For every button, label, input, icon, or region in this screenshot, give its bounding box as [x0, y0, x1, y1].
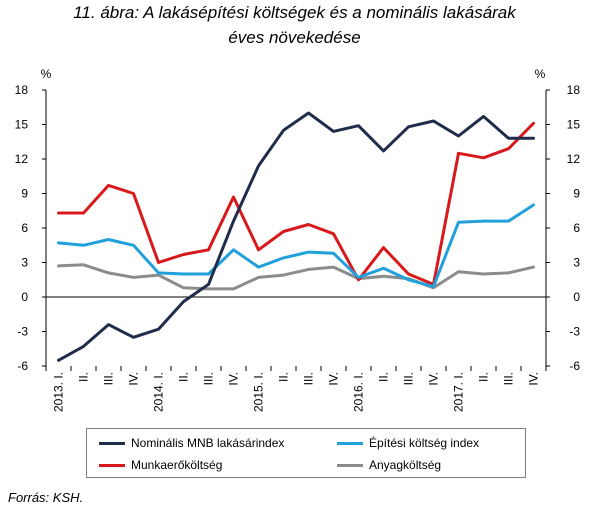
x-tick-label: IV. — [427, 372, 441, 386]
x-tick-label: IV. — [227, 372, 241, 386]
legend-label: Anyagköltség — [369, 458, 442, 472]
y-tick-label-right: 15 — [567, 118, 581, 132]
y-tick-label-right: 0 — [573, 290, 580, 304]
legend-label: Munkaerőköltség — [131, 458, 223, 472]
series-line-2 — [57, 121, 535, 286]
y-tick-label-left: 6 — [21, 221, 28, 235]
source-note: Forrás: KSH. — [8, 490, 84, 505]
x-tick-label: II. — [177, 372, 191, 382]
y-tick-label-right: 3 — [573, 256, 580, 270]
series-line-0 — [57, 111, 535, 362]
y-tick-label-right: 12 — [567, 152, 581, 166]
x-tick-label: 2014. I. — [152, 372, 166, 412]
y-tick-label-left: 0 — [21, 290, 28, 304]
y-tick-label-left: -6 — [17, 359, 28, 373]
y-tick-label-left: 18 — [15, 83, 29, 97]
chart-title-line1: 11. ábra: A lakásépítési költségek és a … — [73, 3, 516, 22]
x-tick-label: III. — [402, 372, 416, 385]
legend-swatch — [337, 464, 363, 468]
x-tick-label: II. — [377, 372, 391, 382]
x-tick-label: 2017. I. — [452, 372, 466, 412]
chart-legend: Nominális MNB lakásárindex Építési költs… — [86, 428, 526, 478]
series-line-3 — [57, 263, 535, 291]
x-tick-label: II. — [77, 372, 91, 382]
chart-title-line2: éves növekedése — [228, 28, 361, 47]
series-line-1 — [57, 203, 535, 289]
legend-label: Nominális MNB lakásárindex — [131, 436, 285, 450]
x-tick-label: III. — [302, 372, 316, 385]
x-tick-label: III. — [202, 372, 216, 385]
y-tick-label-right: -3 — [569, 325, 580, 339]
y-tick-label-right: -6 — [569, 359, 580, 373]
legend-label: Építési költség index — [369, 436, 480, 450]
x-tick-label: 2015. I. — [252, 372, 266, 412]
legend-item-series-2: Munkaerőköltség — [99, 457, 222, 473]
x-tick-label: II. — [277, 372, 291, 382]
y-tick-label-left: 12 — [15, 152, 29, 166]
legend-swatch — [99, 464, 125, 468]
x-tick-label: III. — [102, 372, 116, 385]
x-tick-label: III. — [502, 372, 516, 385]
y-axis-unit-left: % — [41, 67, 52, 81]
x-tick-label: IV. — [327, 372, 341, 386]
y-tick-label-left: 15 — [15, 118, 29, 132]
y-tick-label-right: 18 — [567, 83, 581, 97]
y-tick-label-left: -3 — [17, 325, 28, 339]
y-tick-label-left: 3 — [21, 256, 28, 270]
y-tick-label-right: 9 — [573, 187, 580, 201]
y-axis-unit-right: % — [535, 67, 546, 81]
x-tick-label: 2013. I. — [52, 372, 66, 412]
y-tick-label-right: 6 — [573, 221, 580, 235]
x-tick-label: IV. — [127, 372, 141, 386]
legend-item-series-0: Nominális MNB lakásárindex — [99, 435, 284, 451]
legend-swatch — [99, 442, 125, 446]
y-tick-label-left: 9 — [21, 187, 28, 201]
legend-swatch — [337, 442, 363, 446]
line-chart: -6 -6 -3 -3 0 0 3 3 6 6 9 9 12 12 15 15 18 18 2013. I. II. I… — [15, 67, 581, 412]
x-tick-label: IV. — [527, 372, 541, 386]
legend-item-series-1: Építési költség index — [337, 435, 479, 451]
legend-item-series-3: Anyagköltség — [337, 457, 441, 473]
x-tick-label: II. — [477, 372, 491, 382]
x-tick-label: 2016. I. — [352, 372, 366, 412]
